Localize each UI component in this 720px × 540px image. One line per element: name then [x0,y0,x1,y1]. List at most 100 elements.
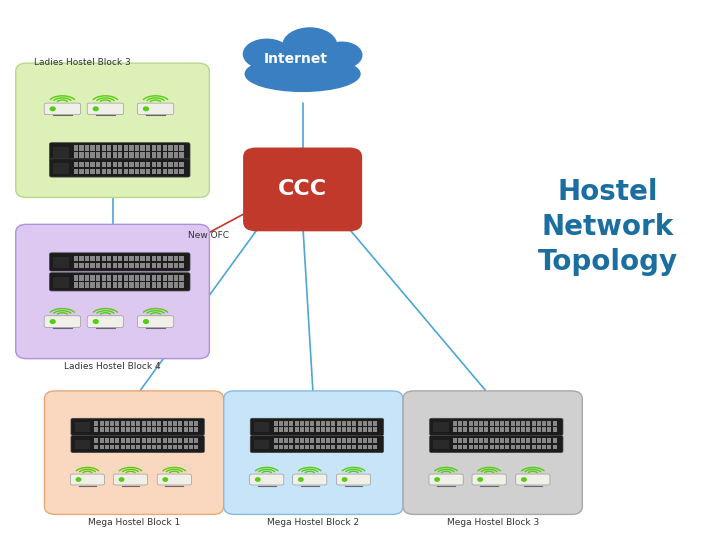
FancyBboxPatch shape [110,427,114,432]
FancyBboxPatch shape [537,438,541,443]
FancyBboxPatch shape [79,275,84,281]
FancyBboxPatch shape [352,427,356,432]
FancyBboxPatch shape [152,152,156,158]
FancyBboxPatch shape [553,421,557,426]
FancyBboxPatch shape [374,444,377,449]
FancyBboxPatch shape [110,444,114,449]
FancyBboxPatch shape [542,421,546,426]
FancyBboxPatch shape [174,168,178,174]
FancyBboxPatch shape [337,421,341,426]
FancyBboxPatch shape [85,282,89,288]
FancyBboxPatch shape [179,152,184,158]
FancyBboxPatch shape [146,275,150,281]
FancyBboxPatch shape [173,427,177,432]
Circle shape [94,320,98,323]
FancyBboxPatch shape [173,438,177,443]
Ellipse shape [279,49,319,72]
FancyBboxPatch shape [490,438,494,443]
FancyBboxPatch shape [469,444,473,449]
FancyBboxPatch shape [315,427,320,432]
FancyBboxPatch shape [274,438,278,443]
Text: Internet: Internet [264,52,328,66]
FancyBboxPatch shape [163,444,166,449]
FancyBboxPatch shape [358,438,361,443]
FancyBboxPatch shape [289,438,294,443]
FancyBboxPatch shape [294,444,299,449]
FancyBboxPatch shape [140,145,145,151]
FancyBboxPatch shape [130,168,134,174]
Text: Mega Hostel Block 1: Mega Hostel Block 1 [88,518,180,527]
FancyBboxPatch shape [71,418,204,435]
FancyBboxPatch shape [99,421,104,426]
FancyBboxPatch shape [157,168,161,174]
FancyBboxPatch shape [130,275,134,281]
FancyBboxPatch shape [44,316,81,327]
FancyBboxPatch shape [310,427,315,432]
FancyBboxPatch shape [374,438,377,443]
FancyBboxPatch shape [368,421,372,426]
Circle shape [50,107,55,111]
FancyBboxPatch shape [94,444,99,449]
FancyBboxPatch shape [135,255,139,261]
FancyBboxPatch shape [53,147,69,158]
FancyBboxPatch shape [163,145,167,151]
FancyBboxPatch shape [453,444,457,449]
FancyBboxPatch shape [542,427,546,432]
FancyBboxPatch shape [135,152,139,158]
FancyBboxPatch shape [224,391,403,515]
FancyBboxPatch shape [118,168,122,174]
FancyBboxPatch shape [115,421,120,426]
FancyBboxPatch shape [531,444,536,449]
FancyBboxPatch shape [115,427,120,432]
FancyBboxPatch shape [131,438,135,443]
FancyBboxPatch shape [53,277,69,288]
FancyBboxPatch shape [168,168,173,174]
FancyBboxPatch shape [124,145,128,151]
FancyBboxPatch shape [96,275,100,281]
FancyBboxPatch shape [91,275,94,281]
FancyBboxPatch shape [363,421,367,426]
FancyBboxPatch shape [79,161,84,167]
FancyBboxPatch shape [146,255,150,261]
FancyBboxPatch shape [542,438,546,443]
FancyBboxPatch shape [131,427,135,432]
FancyBboxPatch shape [254,440,269,449]
FancyBboxPatch shape [107,275,112,281]
FancyBboxPatch shape [107,262,112,268]
FancyBboxPatch shape [152,427,156,432]
FancyBboxPatch shape [331,438,336,443]
FancyBboxPatch shape [326,421,330,426]
Ellipse shape [283,28,337,63]
FancyBboxPatch shape [547,444,552,449]
FancyBboxPatch shape [50,253,190,271]
FancyBboxPatch shape [126,444,130,449]
FancyBboxPatch shape [279,427,283,432]
FancyBboxPatch shape [110,438,114,443]
FancyBboxPatch shape [342,444,346,449]
FancyBboxPatch shape [140,255,145,261]
FancyBboxPatch shape [142,427,145,432]
FancyBboxPatch shape [73,262,78,268]
FancyBboxPatch shape [284,427,288,432]
FancyBboxPatch shape [135,262,139,268]
Ellipse shape [254,53,287,73]
FancyBboxPatch shape [158,438,161,443]
Text: Mega Hostel Block 3: Mega Hostel Block 3 [446,518,539,527]
FancyBboxPatch shape [174,161,178,167]
FancyBboxPatch shape [526,427,531,432]
FancyBboxPatch shape [347,427,351,432]
FancyBboxPatch shape [124,161,128,167]
Text: New OFC: New OFC [188,231,229,240]
FancyBboxPatch shape [321,444,325,449]
Text: Ladies Hostel Block 4: Ladies Hostel Block 4 [64,362,161,372]
FancyBboxPatch shape [130,152,134,158]
FancyBboxPatch shape [79,255,84,261]
FancyBboxPatch shape [158,421,161,426]
FancyBboxPatch shape [99,444,104,449]
FancyBboxPatch shape [147,444,151,449]
FancyBboxPatch shape [163,262,167,268]
FancyBboxPatch shape [310,421,315,426]
Circle shape [299,478,303,481]
Circle shape [256,478,260,481]
FancyBboxPatch shape [126,421,130,426]
